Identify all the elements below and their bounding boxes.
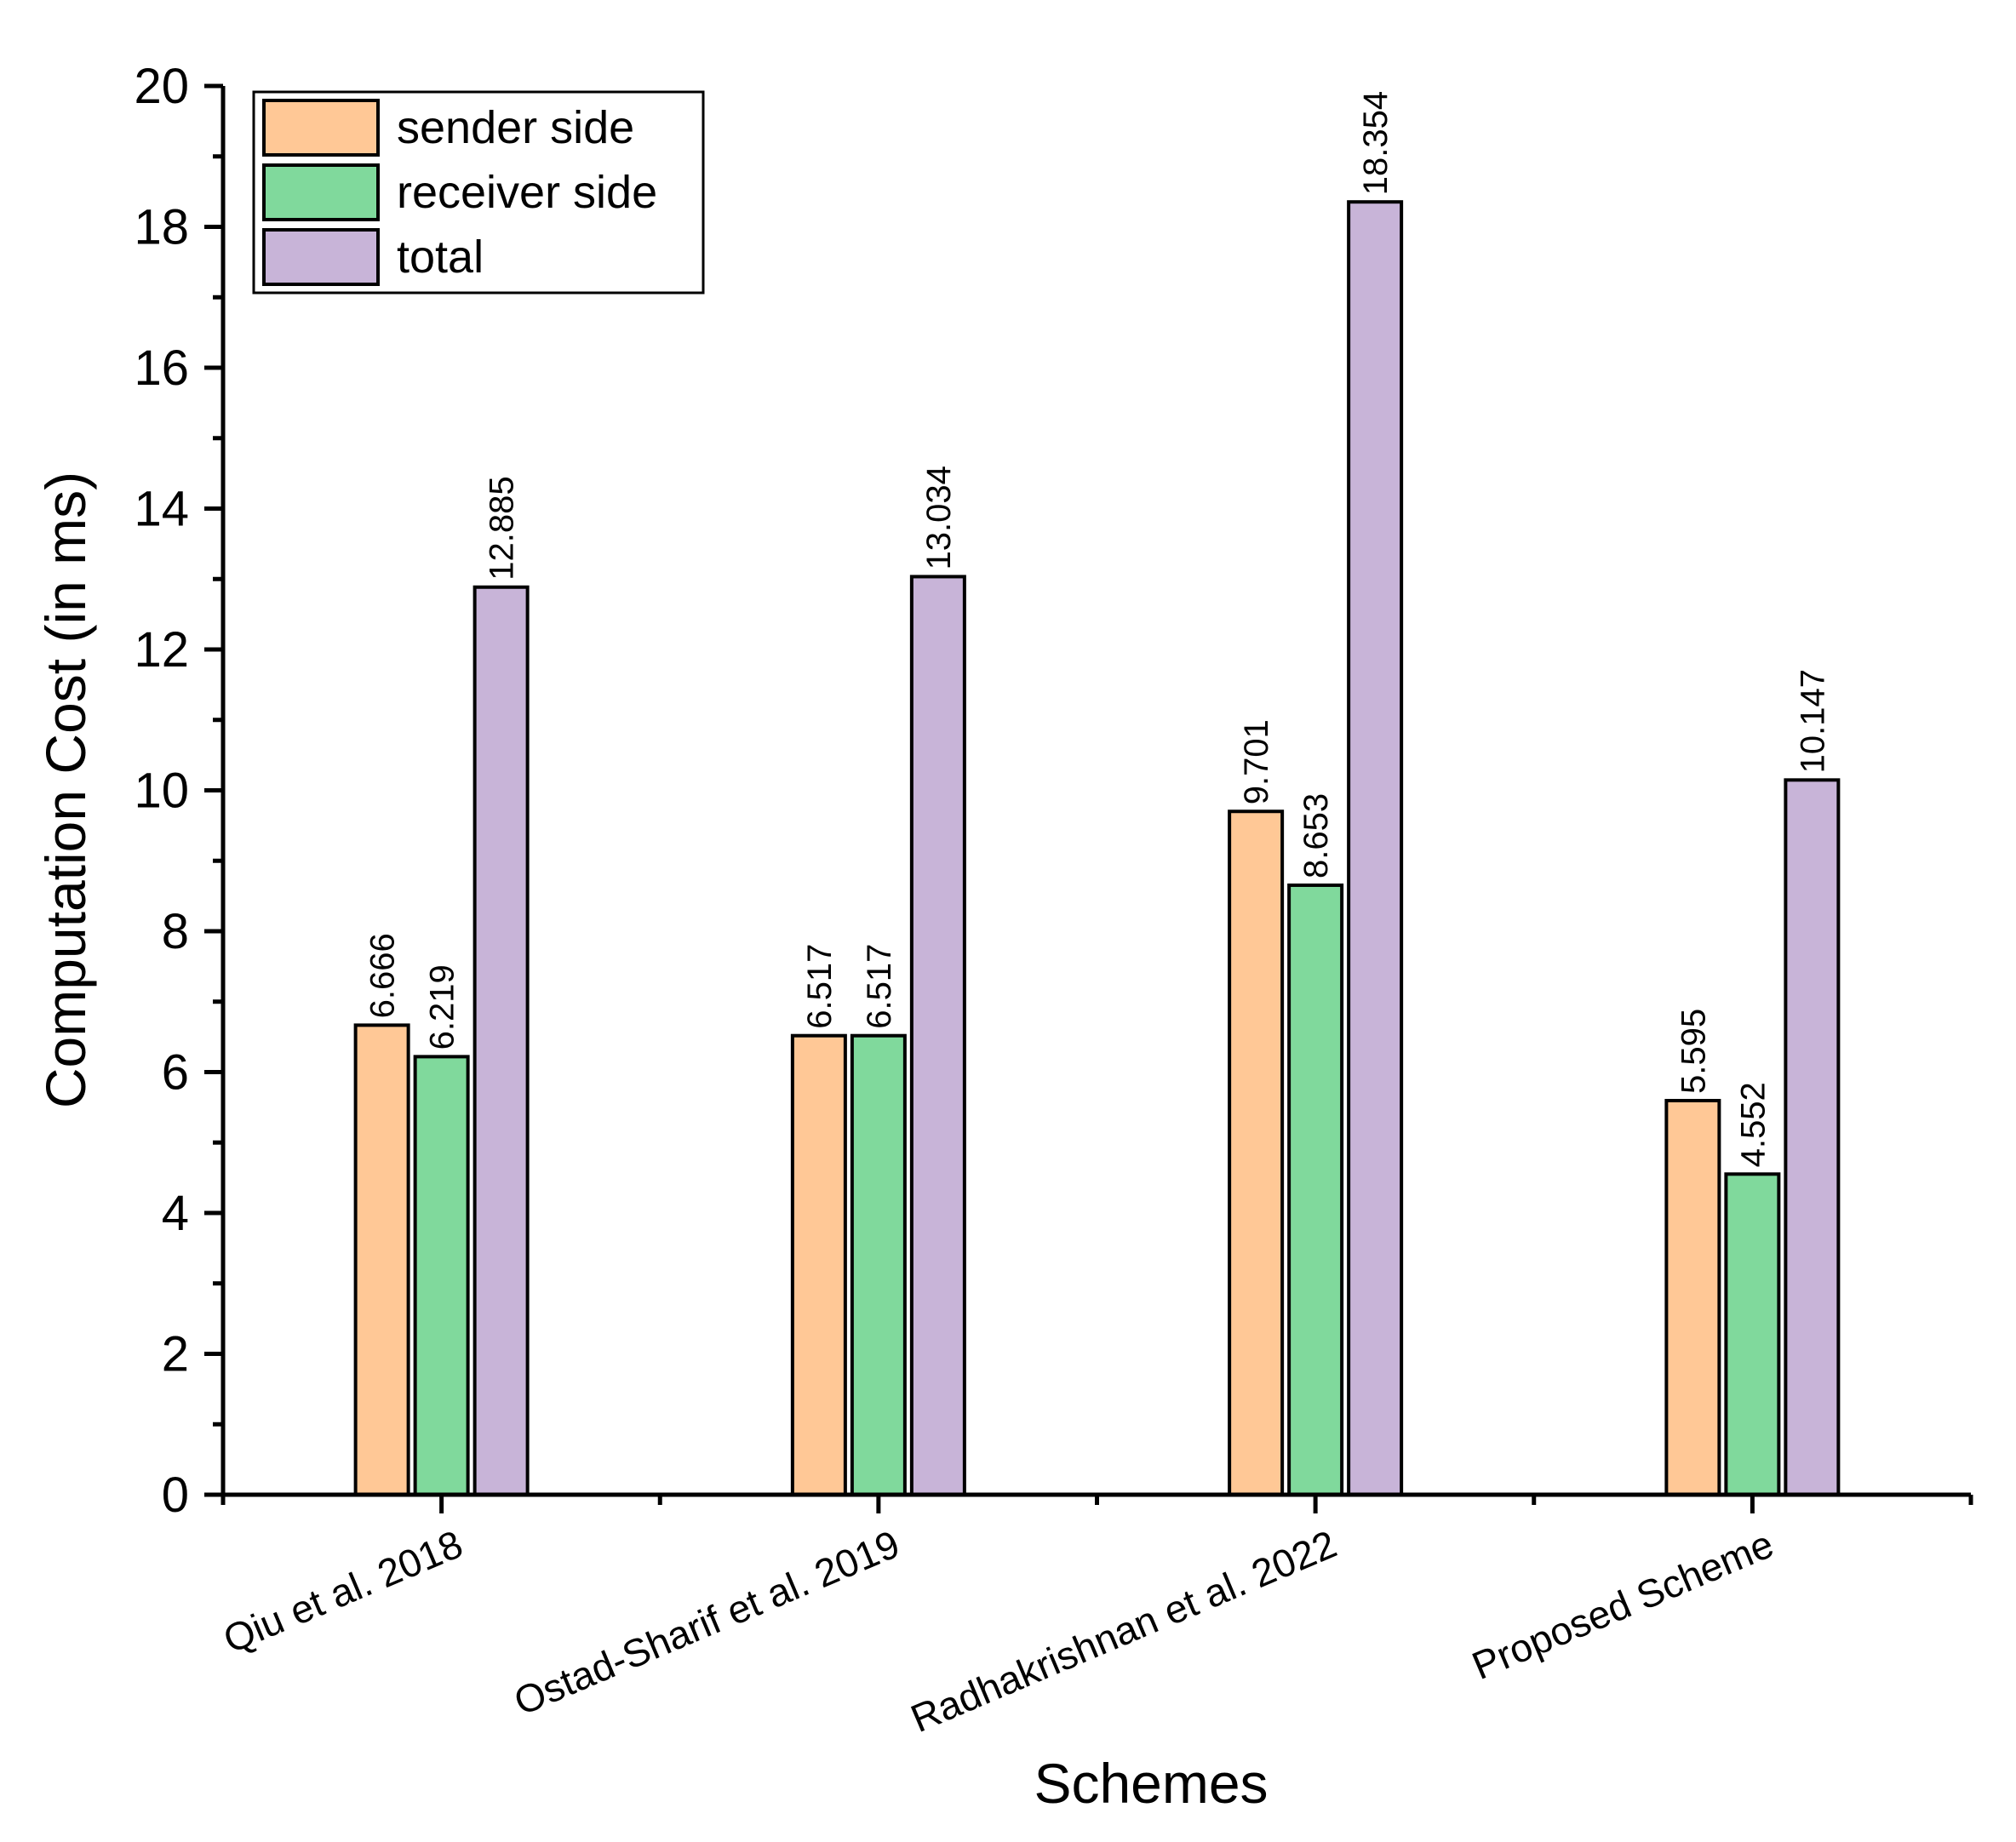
value-label: 18.354 <box>1357 91 1395 195</box>
y-tick-label: 12 <box>134 622 189 678</box>
bar-receiver-side-3 <box>1287 883 1344 1496</box>
legend-label: receiver side <box>397 167 657 218</box>
bar-sender-side-1 <box>353 1023 410 1497</box>
y-tick-label: 20 <box>134 59 189 114</box>
legend-swatch <box>262 99 380 157</box>
x-tick-label: Proposed Scheme <box>1466 1521 1780 1688</box>
y-tick-label: 4 <box>162 1186 189 1241</box>
bar-receiver-side-2 <box>850 1033 907 1496</box>
value-label: 6.517 <box>861 944 898 1029</box>
y-tick-label: 0 <box>162 1467 189 1523</box>
bar-sender-side-4 <box>1664 1099 1721 1497</box>
value-label: 13.034 <box>920 466 958 569</box>
value-label: 10.147 <box>1794 669 1831 773</box>
bar-total-3 <box>1347 200 1404 1496</box>
y-tick-label: 14 <box>134 482 189 537</box>
legend-swatch <box>262 163 380 221</box>
value-label: 8.653 <box>1297 793 1335 878</box>
bar-total-2 <box>909 575 966 1496</box>
legend-label: total <box>397 232 484 283</box>
value-label: 4.552 <box>1734 1082 1772 1167</box>
legend-label: sender side <box>397 102 634 153</box>
y-tick-label: 6 <box>162 1045 189 1101</box>
plot-area: 6.666 6.219 12.885 6.517 6.517 13.034 9.701 8.6… <box>134 59 1973 1741</box>
y-tick-label: 8 <box>162 904 189 959</box>
bar-total-1 <box>472 585 530 1496</box>
y-tick-label: 10 <box>134 764 189 819</box>
bar-sender-side-3 <box>1228 809 1285 1496</box>
value-label: 6.666 <box>364 933 402 1018</box>
x-tick-label: Qiu et al. 2018 <box>217 1521 469 1662</box>
value-label: 12.885 <box>484 476 521 580</box>
bar-receiver-side-4 <box>1724 1172 1781 1497</box>
y-tick-label: 18 <box>134 200 189 255</box>
legend-swatch <box>262 228 380 286</box>
value-label: 6.219 <box>424 964 461 1050</box>
x-tick-label: Ostad-Sharif et al. 2019 <box>507 1521 906 1724</box>
legend: sender side receiver side total <box>252 90 705 295</box>
bar-total-4 <box>1784 778 1841 1496</box>
y-axis-title: Computation Cost (in ms) <box>34 472 97 1108</box>
y-tick-label: 16 <box>134 340 189 396</box>
value-label: 9.701 <box>1238 719 1275 804</box>
value-label: 6.517 <box>801 944 839 1029</box>
value-label: 5.595 <box>1675 1009 1712 1094</box>
y-tick-label: 2 <box>162 1327 189 1382</box>
x-axis-title: Schemes <box>1034 1752 1268 1815</box>
x-tick-label: Radhakrishnan et al. 2022 <box>904 1521 1343 1741</box>
bar-receiver-side-1 <box>413 1055 470 1497</box>
bar-sender-side-2 <box>790 1033 847 1496</box>
